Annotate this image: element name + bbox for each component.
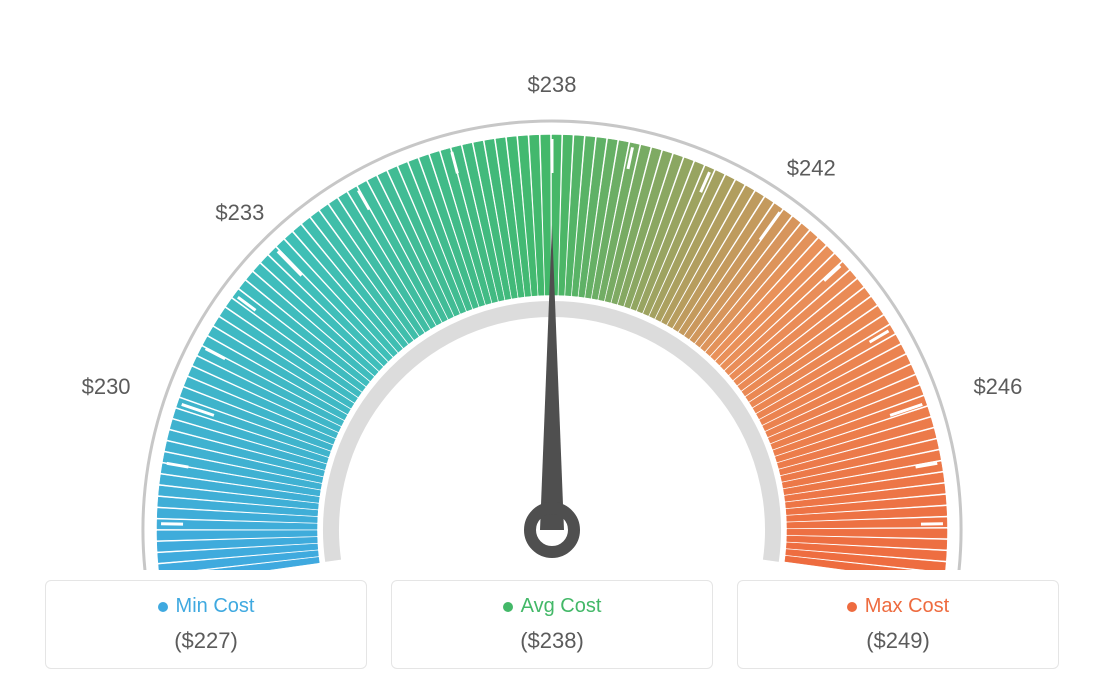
tick-label: $238 xyxy=(528,72,577,97)
gauge-svg: $227$230$233$238$242$246$249 xyxy=(0,0,1104,570)
tick-label: $246 xyxy=(973,374,1022,399)
legend-value: ($227) xyxy=(56,628,356,654)
tick-label: $233 xyxy=(215,200,264,225)
gauge-area: $227$230$233$238$242$246$249 xyxy=(0,0,1104,570)
legend-card: Max Cost ($249) xyxy=(737,580,1059,669)
cost-gauge-infographic: $227$230$233$238$242$246$249 Min Cost($2… xyxy=(0,0,1104,690)
legend-dot-icon xyxy=(158,602,168,612)
legend-dot-icon xyxy=(503,602,513,612)
legend-card: Avg Cost ($238) xyxy=(391,580,713,669)
legend-label: Avg Cost xyxy=(521,595,602,618)
legend-value: ($249) xyxy=(748,628,1048,654)
legend-label: Max Cost xyxy=(865,595,949,618)
tick-label: $242 xyxy=(787,155,836,180)
legend-row: Min Cost ($227) Avg Cost ($238) Max Cost ($24… xyxy=(0,580,1104,669)
legend-dot-icon xyxy=(847,602,857,612)
tick-label: $230 xyxy=(82,374,131,399)
legend-top: Max Cost xyxy=(748,595,1048,618)
legend-card: Min Cost ($227) xyxy=(45,580,367,669)
legend-label: Min Cost xyxy=(176,595,255,618)
legend-top: Avg Cost xyxy=(402,595,702,618)
legend-top: Min Cost xyxy=(56,595,356,618)
legend-value: ($238) xyxy=(402,628,702,654)
